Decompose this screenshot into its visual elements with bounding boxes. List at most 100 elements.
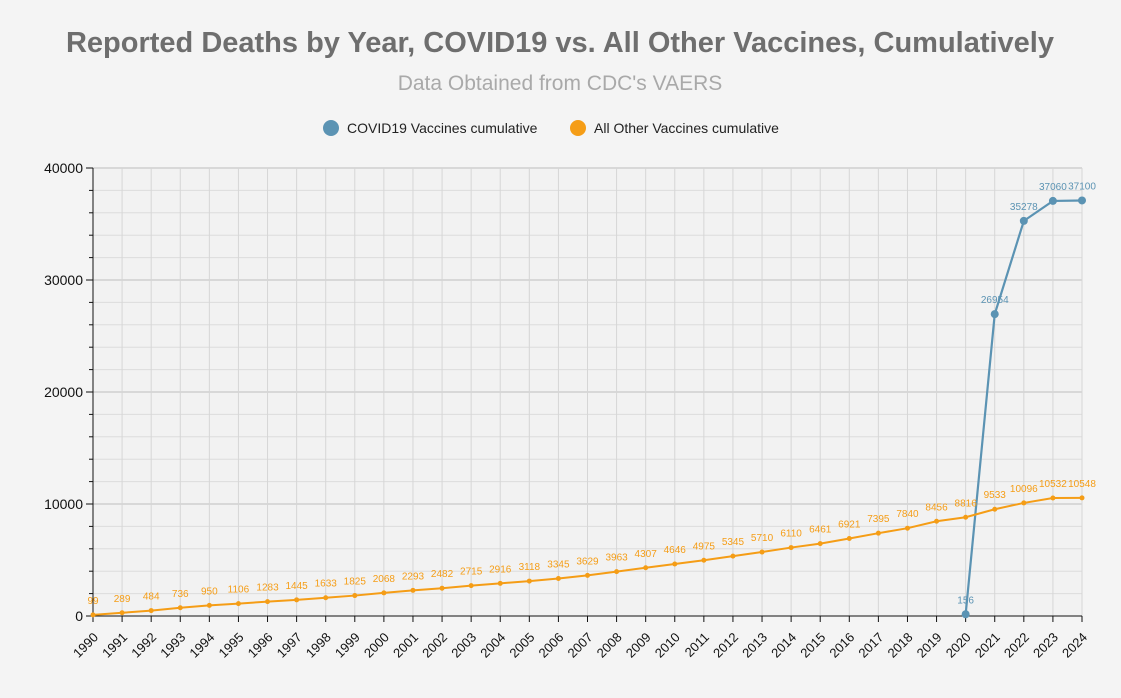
x-tick-label: 1996 <box>245 630 276 661</box>
series-other: 99 289 484 736 950 1106 1283 1445 1633 1825 2068 22… <box>87 479 1096 618</box>
x-tick-label: 1990 <box>70 630 101 661</box>
x-tick-label: 1992 <box>128 630 159 661</box>
x-tick-label: 2008 <box>594 630 625 661</box>
chart-subtitle: Data Obtained from CDC's VAERS <box>398 72 723 95</box>
data-label: 3118 <box>519 562 541 573</box>
data-point <box>526 578 532 584</box>
data-point <box>1078 196 1086 205</box>
data-point <box>730 553 736 559</box>
data-point <box>381 590 387 596</box>
legend-covid-marker <box>323 120 339 136</box>
data-point <box>614 569 620 575</box>
data-point <box>1079 495 1085 501</box>
data-point <box>352 593 358 599</box>
data-point <box>468 583 474 589</box>
data-point <box>1021 500 1027 506</box>
legend-item-other[interactable]: All Other Vaccines cumulative <box>570 120 779 136</box>
data-point <box>235 601 241 607</box>
x-axis: 1990199119921993199419951996199719981999… <box>70 615 1090 661</box>
x-tick-label: 2005 <box>506 630 537 661</box>
data-label: 4646 <box>664 545 687 556</box>
x-tick-label: 2003 <box>448 630 479 661</box>
x-tick-label: 2017 <box>855 630 886 661</box>
data-label: 10548 <box>1068 479 1096 490</box>
x-tick-label: 1994 <box>186 630 217 661</box>
data-point <box>963 514 969 520</box>
x-tick-label: 2014 <box>768 630 799 661</box>
data-point <box>206 602 212 608</box>
data-label: 5710 <box>751 533 774 544</box>
x-tick-label: 1998 <box>303 630 334 661</box>
data-label: 2068 <box>373 574 396 585</box>
y-tick-label: 40000 <box>44 160 83 176</box>
data-label: 35278 <box>1010 202 1038 213</box>
x-tick-label: 2001 <box>390 630 421 661</box>
data-label: 8816 <box>955 498 978 509</box>
x-tick-label: 2011 <box>682 630 712 660</box>
data-label: 950 <box>201 586 218 597</box>
data-point <box>643 565 649 571</box>
data-label: 1633 <box>315 579 338 590</box>
data-point <box>410 587 416 593</box>
x-tick-label: 1993 <box>157 630 188 661</box>
y-tick-label: 30000 <box>44 272 83 288</box>
x-tick-label: 1997 <box>274 630 305 661</box>
data-label: 4307 <box>635 549 658 560</box>
data-point <box>177 605 183 611</box>
data-point <box>934 518 940 524</box>
data-point <box>759 549 765 555</box>
data-label: 5345 <box>722 537 745 548</box>
data-point <box>846 535 852 541</box>
data-point <box>1019 216 1028 225</box>
x-tick-label: 2002 <box>419 630 450 661</box>
data-point <box>701 557 707 563</box>
data-point <box>788 545 794 551</box>
data-label: 10096 <box>1010 484 1038 495</box>
data-point <box>497 580 503 586</box>
data-point <box>148 608 154 614</box>
x-tick-label: 2016 <box>826 630 857 661</box>
data-point <box>672 561 678 567</box>
x-tick-label: 2013 <box>739 630 770 661</box>
legend: COVID19 Vaccines cumulative All Other Va… <box>323 120 779 136</box>
x-tick-label: 2018 <box>885 630 916 661</box>
x-tick-label: 1991 <box>99 630 130 661</box>
data-point <box>323 595 329 601</box>
data-label: 99 <box>87 596 99 607</box>
legend-other-label: All Other Vaccines cumulative <box>594 120 779 136</box>
data-label: 484 <box>143 592 160 603</box>
data-label: 2293 <box>402 571 425 582</box>
x-tick-label: 2020 <box>943 630 974 661</box>
x-tick-label: 1995 <box>216 630 247 661</box>
x-tick-label: 2007 <box>565 630 596 661</box>
data-point <box>265 599 271 605</box>
data-point <box>904 525 910 531</box>
data-point <box>294 597 300 603</box>
legend-item-covid[interactable]: COVID19 Vaccines cumulative <box>323 120 538 136</box>
data-label: 37100 <box>1068 181 1096 192</box>
legend-covid-label: COVID19 Vaccines cumulative <box>347 120 538 136</box>
y-tick-label: 20000 <box>44 384 83 400</box>
x-tick-label: 1999 <box>332 630 363 661</box>
data-point <box>1048 196 1057 205</box>
y-tick-label: 0 <box>75 608 83 624</box>
data-label: 289 <box>114 594 131 605</box>
x-tick-label: 2024 <box>1059 630 1090 661</box>
x-tick-label: 2021 <box>972 630 1003 661</box>
data-label: 2916 <box>489 564 512 575</box>
data-label: 8456 <box>925 502 948 513</box>
x-tick-label: 2022 <box>1001 630 1032 661</box>
data-label: 6110 <box>780 529 802 540</box>
data-label: 7395 <box>867 514 890 525</box>
data-label: 7840 <box>896 509 919 520</box>
data-point <box>817 541 823 547</box>
data-label: 2715 <box>460 567 483 578</box>
data-point <box>555 576 561 582</box>
data-label: 10532 <box>1039 479 1067 490</box>
x-tick-label: 2010 <box>652 630 683 661</box>
x-tick-label: 2012 <box>710 630 741 661</box>
y-axis: 0 10000 20000 30000 40000 <box>44 160 94 624</box>
